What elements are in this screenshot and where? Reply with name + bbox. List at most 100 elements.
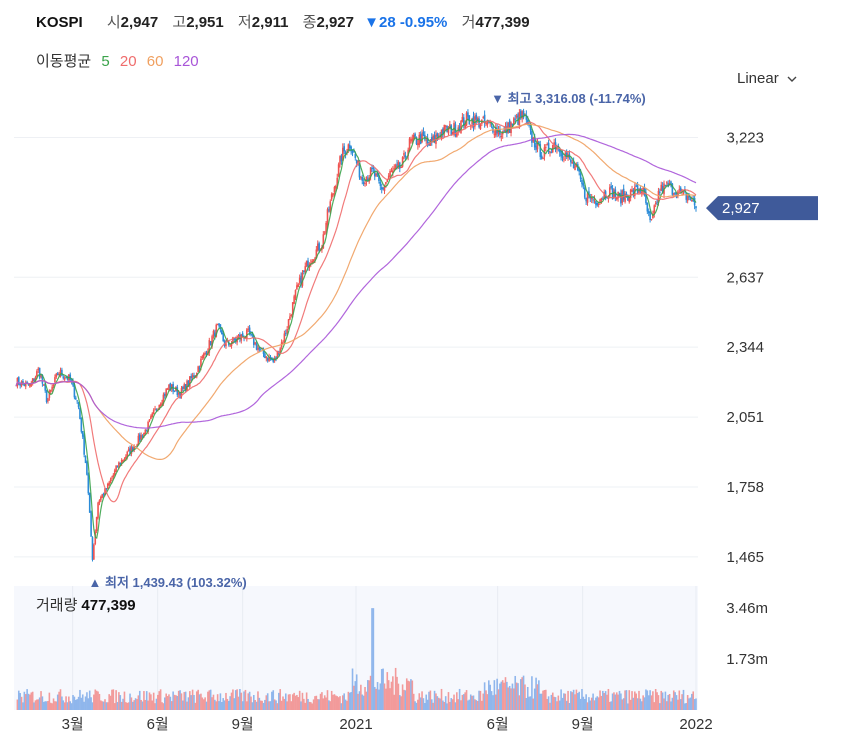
volume-bar [446,703,448,710]
volume-bar [251,702,254,710]
volume-bar [538,680,540,710]
candle [571,161,574,164]
volume-bar [265,695,268,710]
candle [558,149,561,153]
scale-mode-dropdown[interactable]: Linear [737,70,798,87]
y-tick-label: 3,223 [726,129,764,146]
candle [318,243,320,251]
candle [248,327,251,335]
ma5-legend[interactable]: 5 [101,53,110,70]
volume-bar [632,697,635,710]
volume-bar [471,695,473,710]
volume-bar [304,702,307,710]
volume-bar [664,691,667,710]
volume-bar [501,680,504,710]
candle [19,384,21,386]
volume-bar [218,701,220,710]
volume-bar [369,675,372,710]
candle [401,157,404,167]
candle [41,374,44,384]
candle [325,222,327,233]
volume-bar [275,700,277,710]
candle [494,127,497,136]
volume-bar [631,691,633,710]
volume-bar [624,690,626,710]
candle [147,421,149,432]
candle [572,161,575,169]
candle [597,204,600,206]
volume-bar [442,700,444,710]
volume-bar [158,691,161,710]
volume-bar [385,688,387,710]
volume-bar [503,682,505,710]
volume-bar [44,701,47,710]
candle [671,183,674,195]
volume-bar [456,692,458,710]
volume-bar [222,698,224,710]
candle [26,381,28,383]
candle [508,120,511,134]
candle [556,148,558,150]
ma120-legend[interactable]: 120 [173,53,199,70]
candle [161,402,163,406]
candle [58,373,60,375]
candle [422,131,425,136]
candle [382,187,384,190]
volume-bar [90,697,92,710]
volume-bar [615,692,618,710]
candle [290,314,293,316]
volume-bar [323,695,326,710]
candle [661,186,664,194]
volume-bar [635,693,638,710]
volume-bar [151,700,154,710]
volume-bar [410,679,412,710]
candle [49,389,52,392]
volume-bar [440,688,443,710]
close-label: 종 [302,14,317,31]
candle [293,296,295,304]
volume-bar [574,694,576,710]
volume-bar [383,683,386,710]
volume-bar [379,683,382,710]
volume-bar [271,691,273,710]
candle [475,114,478,120]
volume-bar [478,690,480,710]
ma60-legend[interactable]: 60 [146,53,164,70]
ma20-legend[interactable]: 20 [119,53,137,70]
volume-bar [418,693,421,710]
candle [546,144,549,146]
candle [478,118,480,128]
candle [80,418,83,432]
volume-bar [511,683,514,710]
candle [490,122,493,125]
candle [396,164,398,166]
volume-bar [355,674,358,710]
candle [200,358,202,368]
candle [138,434,141,441]
volume-bar [298,690,301,710]
candle [182,387,184,389]
volume-bar [551,692,554,710]
volume-bar [333,694,336,710]
volume-bar [474,699,476,710]
candle [287,319,290,328]
candle [457,127,460,132]
volume-bar [549,702,551,710]
candle [433,135,436,143]
volume-bar [389,688,391,710]
volume-bar [98,693,101,710]
candle [162,394,165,404]
candle [30,382,33,386]
volume-bar [173,694,176,710]
moving-average-legend[interactable]: 이동평균 5 20 60 120 [36,50,205,71]
volume-bar [294,695,297,710]
candle [632,190,635,196]
candle [347,144,350,151]
volume-bar [119,695,122,710]
candle [119,462,122,465]
volume-bar [686,695,689,710]
candle [596,202,599,206]
candle [650,219,653,221]
volume-bar [204,697,206,710]
